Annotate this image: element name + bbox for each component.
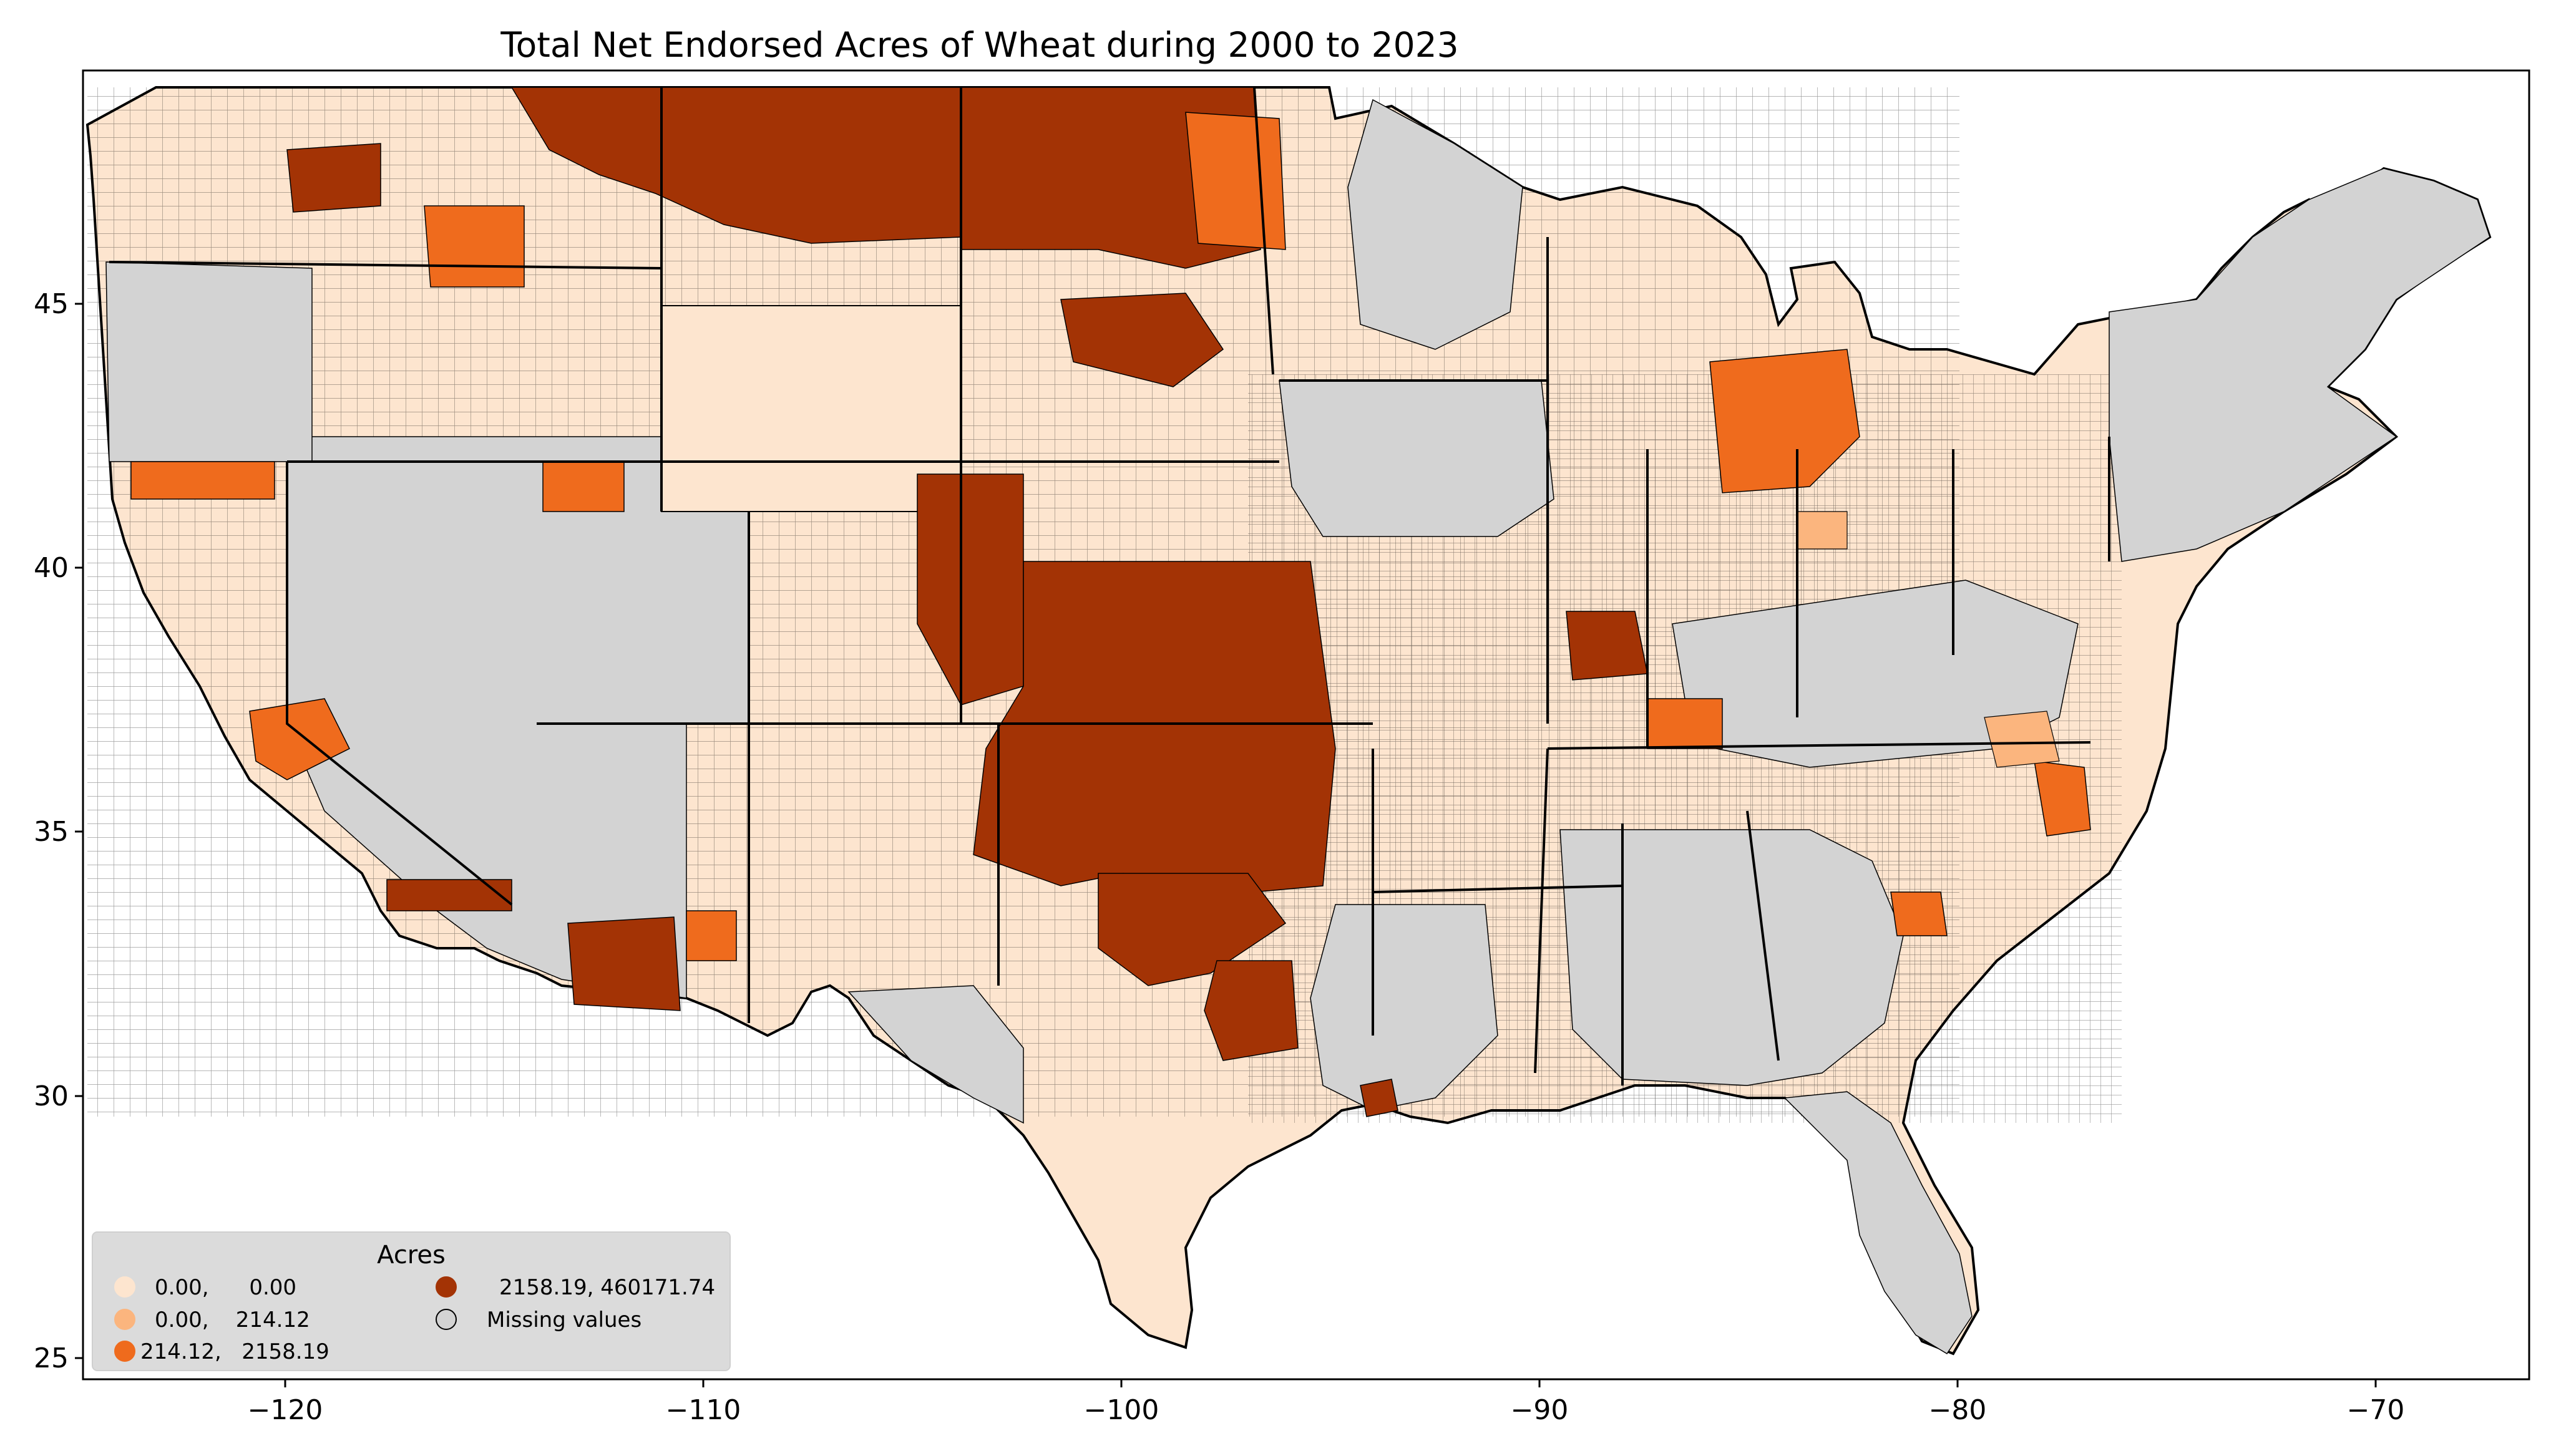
region-central-texas-high: [1204, 960, 1299, 1061]
legend-label: 0.00, 214.12: [155, 1308, 310, 1332]
legend-label: Missing values: [487, 1308, 641, 1332]
x-tick-label: −100: [1084, 1394, 1159, 1426]
region-north-carolina-mid: [2034, 760, 2091, 837]
region-minnesota-missing: [1347, 99, 1523, 350]
y-tick-label: 40: [34, 552, 69, 584]
y-tick-label: 30: [34, 1080, 69, 1112]
region-eastern-colorado-high: [917, 473, 1024, 706]
region-south-carolina-mid: [1890, 891, 1948, 936]
region-arizona-high: [567, 916, 681, 1011]
y-tick-label: 35: [34, 816, 69, 848]
legend-background: [92, 1231, 731, 1371]
region-north-texas-high: [1098, 873, 1287, 986]
legend-label: 0.00, 0.00: [155, 1275, 296, 1300]
legend-swatch-class-2: [114, 1341, 135, 1362]
region-washington-high: [286, 143, 381, 213]
region-kansas-oklahoma-high: [973, 561, 1336, 899]
x-tick-label: −80: [1929, 1394, 1987, 1426]
x-axis: −120 −110 −100 −90 −80 −70: [248, 1379, 2405, 1426]
legend-swatch-class-1: [114, 1309, 135, 1330]
x-tick-label: −90: [1511, 1394, 1569, 1426]
y-tick-label: 25: [34, 1342, 69, 1374]
region-oregon-missing: [105, 261, 313, 462]
region-southeast-light: [1984, 711, 2060, 768]
region-iowa-missing: [1279, 380, 1554, 537]
region-washington-mid: [424, 205, 525, 288]
region-east-texas-missing: [1310, 904, 1498, 1111]
x-tick-label: −120: [248, 1394, 323, 1426]
legend: Acres 0.00, 0.00 0.00, 214.12 214.12, 21…: [92, 1231, 731, 1371]
legend-swatch-missing: [436, 1309, 457, 1330]
region-idaho-mid: [542, 461, 625, 512]
region-california-mid: [249, 698, 351, 780]
legend-swatch-class-0: [114, 1276, 135, 1298]
choropleth-regions: [105, 87, 2490, 1355]
region-texas-coast-high: [1360, 1079, 1398, 1117]
legend-title: Acres: [377, 1241, 446, 1269]
region-new-mexico-mid: [686, 910, 737, 961]
y-tick-label: 45: [34, 288, 69, 320]
plot-frame: [82, 69, 2530, 1381]
region-west-texas-missing: [847, 985, 1024, 1124]
region-north-dakota-east-mid: [1185, 112, 1286, 250]
legend-label: 214.12, 2158.19: [140, 1339, 329, 1364]
map-title: Total Net Endorsed Acres of Wheat during…: [500, 25, 1458, 65]
region-south-dakota-high: [1060, 293, 1224, 387]
map-area: [85, 86, 2492, 1356]
state-borders: [109, 87, 2110, 1085]
region-florida-missing: [1783, 1091, 1973, 1355]
legend-label: 2158.19, 460171.74: [499, 1275, 715, 1300]
region-northeast-missing: [2109, 168, 2490, 562]
x-tick-label: −70: [2347, 1394, 2405, 1426]
region-ohio-light: [1797, 511, 1848, 550]
region-michigan-mid: [1709, 349, 1860, 493]
region-tennessee-mid: [1647, 698, 1723, 749]
region-southeast-missing: [1559, 829, 1904, 1086]
region-oregon-mid: [130, 461, 275, 500]
x-tick-label: −110: [666, 1394, 741, 1426]
region-illinois-high: [1566, 611, 1648, 681]
y-axis: 25 30 35 40 45: [34, 288, 83, 1374]
region-imperial-california-high: [386, 879, 512, 911]
region-wyoming-low: [661, 305, 962, 512]
legend-swatch-class-3: [436, 1276, 457, 1298]
